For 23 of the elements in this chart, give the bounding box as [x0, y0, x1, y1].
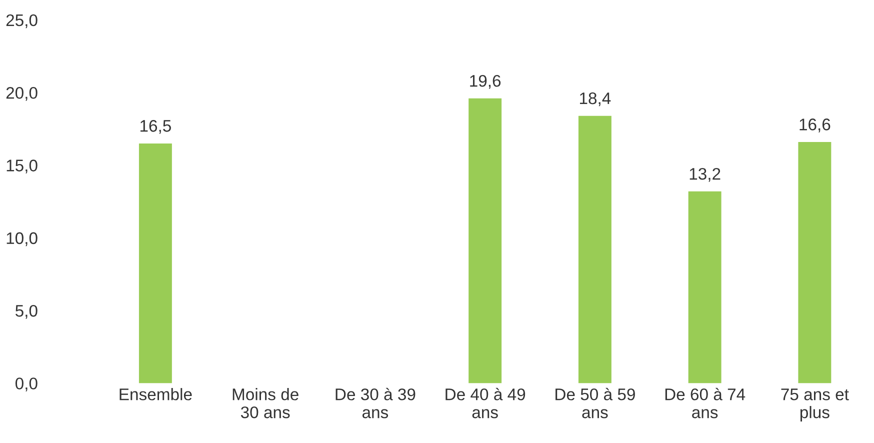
x-tick-label: Ensemble — [120, 388, 192, 400]
y-tick-label: 10,0 — [6, 232, 38, 246]
y-tick-label: 20,0 — [6, 86, 38, 101]
bar — [688, 191, 722, 384]
x-tick-label: De 50 à 59 ans — [556, 388, 635, 418]
data-label: 16,6 — [800, 118, 830, 132]
y-tick-label: 0,0 — [15, 378, 38, 392]
bar — [578, 116, 612, 384]
x-tick-label: 75 ans et plus — [781, 388, 849, 422]
bar — [798, 142, 832, 384]
bar — [468, 98, 502, 384]
y-tick-label: 15,0 — [6, 160, 38, 174]
data-label: 13,2 — [690, 168, 720, 182]
x-tick-label: De 30 à 39 ans — [336, 388, 416, 418]
y-tick-label: 25,0 — [6, 14, 38, 28]
x-tick-label: De 40 à 49 ans — [446, 388, 526, 418]
data-label: 19,6 — [470, 74, 501, 89]
data-label: 16,5 — [140, 120, 171, 134]
bar — [138, 143, 172, 384]
data-label: 18,4 — [580, 92, 611, 106]
x-tick-label: De 60 à 74 ans — [665, 388, 746, 418]
x-tick-label: Moins de 30 ans — [232, 388, 298, 418]
y-tick-label: 5,0 — [16, 304, 38, 319]
